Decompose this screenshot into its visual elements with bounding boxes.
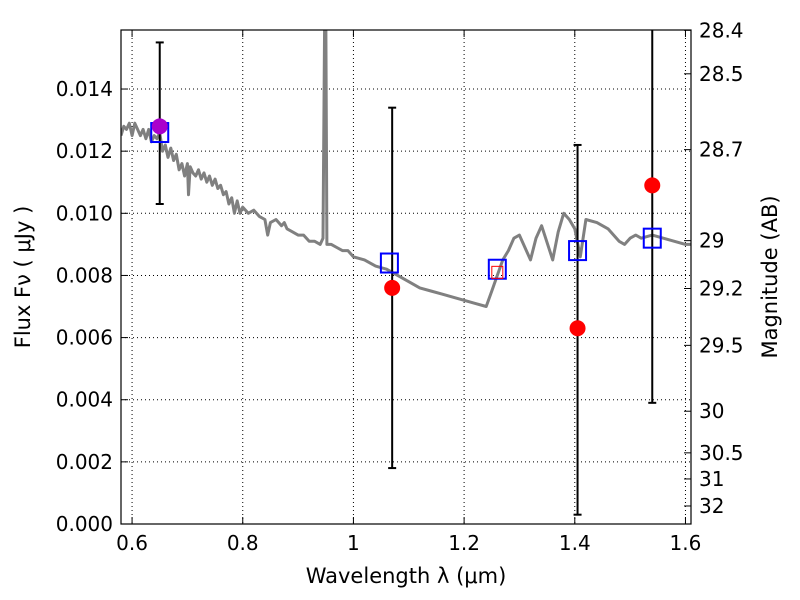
grid: [121, 30, 691, 525]
right-tick-label: 30.5: [699, 441, 744, 465]
y-tick-label: 0.000: [56, 512, 113, 536]
y-tick-label: 0.006: [56, 326, 113, 350]
right-tick-label: 29.5: [699, 333, 744, 357]
right-tick-label: 28.5: [699, 62, 744, 86]
model-photometry-square: [568, 240, 588, 262]
model-photometry-square: [379, 252, 399, 274]
y-axis-label: Flux Fν ( μJy ): [11, 206, 35, 349]
model-spectrum-line: [121, 30, 691, 308]
right-axis-label: Magnitude (AB): [758, 195, 782, 358]
right-tick-label: 30: [699, 399, 724, 423]
x-axis-label: Wavelength λ (μm): [306, 564, 507, 588]
upper-limit-square: [491, 265, 504, 279]
model-photometry-square: [642, 227, 662, 249]
observed-flux-point: [384, 279, 401, 296]
y-tick-label: 0.002: [56, 450, 113, 474]
x-tick-label: 1.6: [670, 531, 702, 555]
right-tick-label: 31: [699, 467, 724, 491]
x-tick-label: 1: [347, 531, 360, 555]
right-tick-label: 29: [699, 229, 724, 253]
plot-area: [121, 30, 691, 516]
observed-flux-point: [151, 118, 168, 135]
y-tick-label: 0.012: [56, 139, 113, 163]
observed-flux-point: [644, 177, 661, 194]
right-tick-label: 28.4: [699, 18, 744, 42]
x-tick-label: 1.2: [448, 531, 480, 555]
x-tick-label: 0.8: [227, 531, 259, 555]
right-tick-label: 28.7: [699, 138, 744, 162]
y-tick-label: 0.010: [56, 201, 113, 225]
right-tick-label: 29.2: [699, 276, 744, 300]
y-tick-label: 0.004: [56, 388, 113, 412]
axes: 0.6 0.8 1 1.2 1.4 1.6 0.000 0.002 0.004 0.006 0.00…: [56, 18, 744, 555]
x-tick-label: 0.6: [116, 531, 148, 555]
x-tick-label: 1.4: [559, 531, 591, 555]
observed-flux-point: [569, 320, 586, 337]
plot-frame: [120, 29, 692, 525]
y-tick-label: 0.008: [56, 263, 113, 287]
right-tick-label: 32: [699, 494, 724, 518]
y-tick-label: 0.014: [56, 77, 113, 101]
